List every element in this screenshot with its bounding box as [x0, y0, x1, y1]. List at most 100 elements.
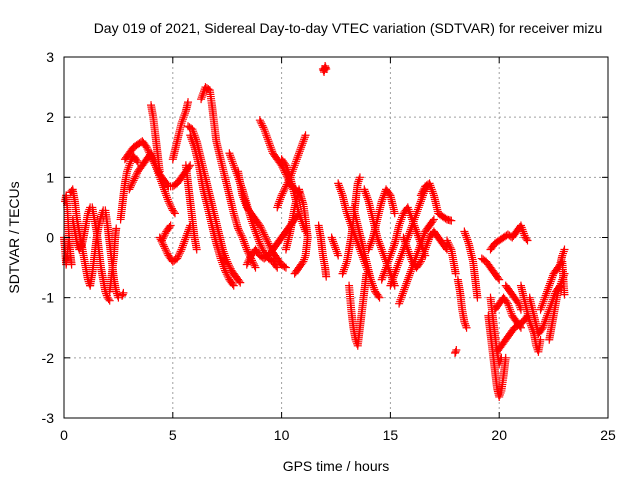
- data-point: [379, 269, 388, 278]
- data-point: [322, 65, 331, 74]
- data-point: [257, 225, 266, 234]
- data-point: [374, 292, 383, 301]
- data-point: [105, 296, 114, 305]
- data-point: [406, 267, 415, 276]
- data-point: [278, 189, 287, 198]
- data-point: [334, 251, 343, 260]
- data-point: [382, 261, 391, 270]
- data-point: [221, 251, 230, 260]
- data-point: [366, 239, 375, 248]
- data-point: [261, 234, 270, 243]
- data-point: [234, 226, 243, 235]
- data-point: [386, 281, 395, 290]
- data-point: [367, 237, 376, 246]
- data-point: [160, 242, 169, 251]
- data-point: [464, 237, 473, 246]
- data-point: [395, 257, 404, 266]
- data-point: [387, 279, 396, 288]
- data-point: [419, 251, 428, 260]
- data-point: [221, 266, 230, 275]
- data-point: [418, 253, 427, 262]
- data-point: [224, 273, 233, 282]
- data-point: [542, 289, 551, 298]
- data-point: [118, 291, 127, 300]
- data-point: [224, 261, 233, 270]
- data-point: [523, 236, 532, 245]
- data-point: [163, 195, 172, 204]
- data-point: [496, 355, 505, 364]
- data-point: [181, 109, 190, 118]
- data-point: [223, 257, 232, 266]
- data-point: [161, 246, 170, 255]
- data-point: [518, 225, 527, 234]
- data-point: [496, 388, 505, 397]
- data-point: [159, 183, 168, 192]
- data-point: [223, 272, 232, 281]
- data-point: [338, 269, 347, 278]
- data-point: [258, 121, 267, 130]
- data-point: [228, 157, 237, 166]
- data-point: [235, 277, 244, 286]
- data-point: [400, 283, 409, 292]
- data-point: [239, 193, 248, 202]
- data-point: [186, 131, 195, 140]
- data-point: [252, 231, 261, 240]
- data-point: [400, 235, 409, 244]
- data-point: [401, 239, 410, 248]
- data-point: [156, 175, 165, 184]
- data-point: [126, 159, 135, 168]
- data-point: [239, 235, 248, 244]
- data-point: [299, 137, 308, 146]
- data-point: [254, 219, 263, 228]
- data-point: [114, 293, 123, 302]
- data-point: [125, 185, 134, 194]
- data-point: [420, 229, 429, 238]
- data-point: [445, 241, 454, 250]
- data-point: [402, 241, 411, 250]
- data-point: [160, 231, 169, 240]
- data-point: [178, 115, 187, 124]
- data-point: [273, 203, 282, 212]
- data-point: [365, 243, 374, 252]
- data-point: [162, 247, 171, 256]
- data-point: [461, 319, 470, 328]
- data-point: [220, 264, 229, 273]
- data-point: [283, 165, 292, 174]
- data-point: [255, 116, 264, 125]
- data-point: [188, 137, 197, 146]
- data-point: [177, 245, 186, 254]
- data-point: [259, 228, 268, 237]
- data-point: [411, 213, 420, 222]
- data-point: [428, 187, 437, 196]
- data-point: [411, 211, 420, 220]
- data-point: [76, 244, 85, 253]
- data-point: [250, 223, 259, 232]
- data-point: [159, 232, 168, 241]
- data-point: [227, 155, 236, 164]
- data-point: [337, 189, 346, 198]
- data-point: [519, 227, 528, 236]
- data-point: [164, 197, 173, 206]
- data-point: [461, 229, 470, 238]
- data-point: [328, 235, 337, 244]
- x-tick-label: 5: [169, 427, 177, 443]
- data-point: [444, 240, 453, 249]
- data-point: [495, 392, 504, 401]
- data-point: [274, 199, 283, 208]
- data-point: [252, 229, 261, 238]
- data-point: [446, 243, 455, 252]
- data-point: [266, 143, 275, 152]
- data-point: [300, 255, 309, 264]
- data-point: [256, 117, 265, 126]
- data-point: [386, 251, 395, 260]
- data-point: [379, 193, 388, 202]
- y-tick-label: -1: [42, 290, 55, 306]
- data-point: [451, 269, 460, 278]
- data-point: [238, 233, 247, 242]
- data-point: [355, 173, 364, 182]
- data-point: [517, 223, 526, 232]
- data-point: [222, 270, 231, 279]
- data-point: [416, 191, 425, 200]
- data-point: [300, 133, 309, 142]
- data-point: [378, 273, 387, 282]
